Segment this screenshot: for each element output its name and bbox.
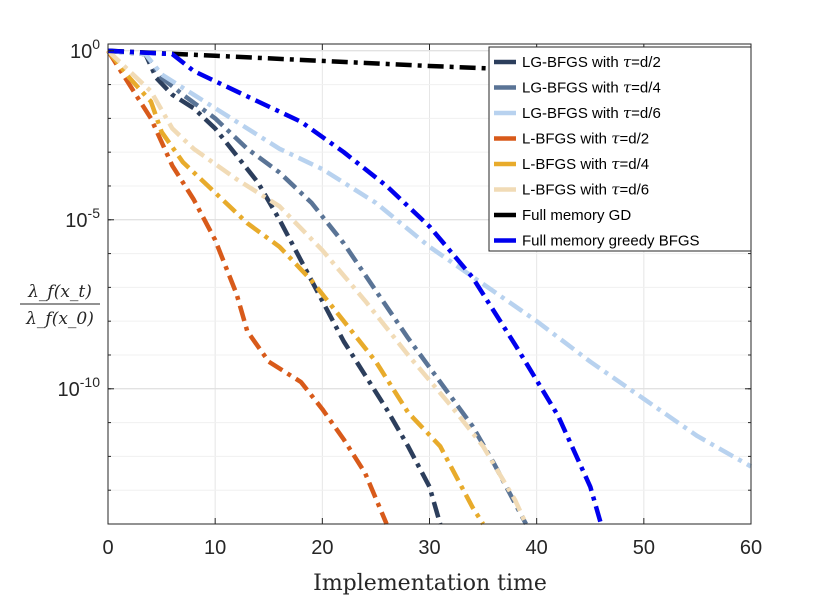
x-tick-label: 50	[633, 537, 655, 559]
x-axis-label: Implementation time	[313, 571, 547, 596]
legend: LG-BFGS with τ=d/2 LG-BFGS with τ=d/4 LG-B…	[488, 46, 752, 252]
legend-entry-label: LG-BFGS with τ=d/2	[522, 53, 661, 71]
series-line-5	[106, 49, 486, 526]
legend-entry-label: L-BFGS with τ=d/2	[522, 130, 649, 148]
legend-entry-label: Full memory greedy BFGS	[522, 233, 700, 250]
x-tick-label: 0	[102, 537, 113, 559]
x-tick-label: 10	[204, 537, 226, 559]
legend-entry-label: L-BFGS with τ=d/4	[522, 155, 649, 173]
series-line-3	[107, 48, 753, 469]
legend-entry-label: Full memory GD	[522, 207, 631, 224]
legend-entries: LG-BFGS with τ=d/2 LG-BFGS with τ=d/4 LG-B…	[494, 53, 700, 250]
y-tick-exponent: 0	[92, 36, 100, 52]
x-tick-label: 40	[526, 537, 548, 559]
y-axis-label: λ_f(x_t) λ_f(x_0)	[20, 282, 100, 329]
y-tick-label: 10-10	[58, 374, 101, 401]
legend-entry-label: LG-BFGS with τ=d/6	[522, 104, 661, 122]
x-tick-label: 20	[311, 537, 333, 559]
y-tick-base: 10	[58, 379, 80, 401]
x-tick-label: 60	[740, 537, 762, 559]
series-line-1	[107, 48, 443, 525]
y-tick-exponent: -10	[80, 374, 100, 390]
x-tick-label: 30	[418, 537, 440, 559]
series-lines	[106, 48, 753, 526]
legend-entry-label: L-BFGS with τ=d/6	[522, 181, 649, 199]
series-line-6	[106, 49, 529, 525]
y-tick-label: 10-5	[65, 205, 100, 232]
y-axis-label-numerator: λ_f(x_t)	[27, 282, 92, 302]
series-line-4	[106, 49, 389, 525]
y-tick-base: 10	[65, 210, 87, 232]
y-axis-label-denominator: λ_f(x_0)	[25, 309, 94, 329]
series-line-8	[107, 48, 604, 525]
y-tick-exponent: -5	[88, 205, 101, 221]
legend-entry-label: LG-BFGS with τ=d/4	[522, 79, 661, 97]
legend-box	[488, 46, 752, 252]
y-tick-label: 100	[70, 36, 100, 63]
series-line-7	[107, 48, 516, 72]
y-tick-base: 10	[70, 41, 92, 63]
